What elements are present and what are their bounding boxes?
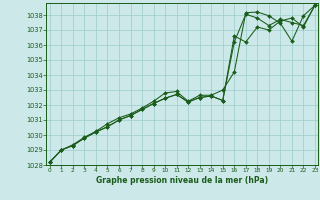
- X-axis label: Graphe pression niveau de la mer (hPa): Graphe pression niveau de la mer (hPa): [96, 176, 268, 185]
